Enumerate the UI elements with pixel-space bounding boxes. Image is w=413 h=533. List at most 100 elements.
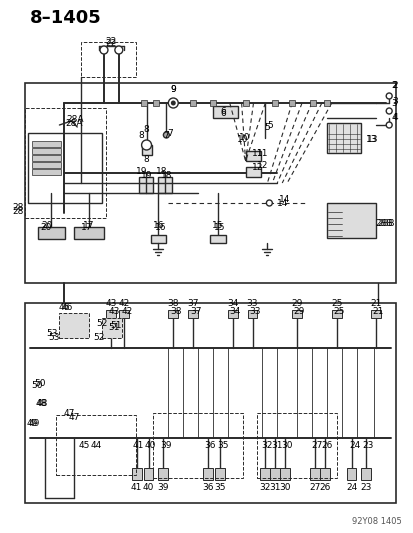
- Text: 52: 52: [93, 334, 104, 343]
- Circle shape: [171, 101, 176, 106]
- Text: 49: 49: [27, 418, 38, 427]
- Text: 49: 49: [29, 418, 40, 427]
- Text: 28: 28: [12, 206, 24, 215]
- Bar: [32, 155, 61, 161]
- Text: 33: 33: [249, 306, 261, 316]
- Text: 19: 19: [135, 166, 147, 175]
- Text: 6: 6: [219, 109, 225, 117]
- Text: 52: 52: [96, 319, 107, 327]
- Text: 51: 51: [108, 324, 119, 333]
- Bar: [153, 100, 159, 106]
- Text: 11: 11: [256, 149, 268, 157]
- Text: 7: 7: [167, 128, 173, 138]
- Bar: [190, 100, 196, 106]
- Circle shape: [141, 140, 151, 150]
- Text: 26: 26: [320, 440, 332, 449]
- Text: 32: 32: [261, 440, 273, 449]
- Text: 29: 29: [291, 300, 302, 309]
- Text: 31: 31: [271, 440, 282, 449]
- Text: 15: 15: [214, 223, 225, 232]
- Text: 9: 9: [170, 85, 176, 94]
- Bar: [209, 235, 225, 243]
- Text: 21: 21: [370, 300, 381, 309]
- Text: 22: 22: [105, 38, 116, 47]
- Bar: [247, 310, 257, 318]
- Circle shape: [385, 93, 391, 99]
- Circle shape: [163, 132, 169, 138]
- Bar: [32, 141, 61, 147]
- Bar: [25, 303, 395, 503]
- Text: 30: 30: [281, 440, 292, 449]
- Text: 15: 15: [211, 222, 223, 230]
- Text: 51: 51: [110, 321, 121, 330]
- Circle shape: [114, 46, 123, 54]
- Bar: [346, 468, 356, 480]
- Text: 11: 11: [251, 149, 263, 157]
- Bar: [326, 203, 375, 238]
- Text: 3: 3: [390, 99, 396, 108]
- Bar: [140, 100, 146, 106]
- Bar: [309, 468, 319, 480]
- Text: 43: 43: [108, 306, 119, 316]
- Bar: [214, 468, 224, 480]
- Text: 40: 40: [145, 440, 156, 449]
- Circle shape: [385, 108, 391, 114]
- Text: 5: 5: [264, 124, 270, 133]
- Bar: [272, 100, 278, 106]
- Text: 50: 50: [31, 381, 42, 390]
- Text: 23: 23: [362, 440, 373, 449]
- Text: 31: 31: [269, 483, 280, 492]
- Bar: [202, 468, 212, 480]
- Text: 30: 30: [279, 483, 290, 492]
- Text: 46: 46: [59, 303, 70, 312]
- Bar: [74, 227, 104, 239]
- Text: 29: 29: [293, 306, 304, 316]
- Text: 14: 14: [278, 196, 289, 205]
- Text: 16: 16: [152, 222, 164, 230]
- Bar: [56, 415, 135, 475]
- Bar: [25, 108, 106, 218]
- Bar: [25, 83, 395, 283]
- Bar: [102, 318, 121, 338]
- Bar: [260, 468, 270, 480]
- Bar: [138, 177, 152, 193]
- Bar: [188, 310, 197, 318]
- Text: 8: 8: [138, 132, 144, 141]
- Bar: [212, 106, 237, 118]
- Text: 17: 17: [83, 222, 95, 230]
- Text: 34: 34: [228, 306, 240, 316]
- Text: 28B: 28B: [375, 219, 392, 228]
- Bar: [270, 468, 280, 480]
- Bar: [288, 100, 294, 106]
- Bar: [153, 413, 242, 478]
- Text: 25: 25: [332, 306, 344, 316]
- Bar: [370, 310, 380, 318]
- Bar: [361, 468, 370, 480]
- Text: 28A: 28A: [66, 116, 84, 125]
- Text: 3: 3: [391, 96, 397, 106]
- Bar: [106, 310, 116, 318]
- Text: 39: 39: [157, 483, 169, 492]
- Text: 37: 37: [187, 300, 198, 309]
- Text: 28B: 28B: [377, 219, 394, 228]
- Text: 27: 27: [309, 483, 320, 492]
- Text: 27: 27: [311, 440, 322, 449]
- Text: 44: 44: [90, 440, 102, 449]
- Text: 48: 48: [37, 399, 48, 408]
- Bar: [158, 177, 172, 193]
- Text: 92Y08 1405: 92Y08 1405: [351, 516, 400, 526]
- Bar: [245, 167, 261, 177]
- Bar: [32, 169, 61, 175]
- Bar: [32, 148, 61, 154]
- Text: 40: 40: [142, 483, 154, 492]
- Bar: [119, 310, 128, 318]
- Bar: [292, 310, 301, 318]
- Text: 26: 26: [318, 483, 330, 492]
- Text: 41: 41: [131, 483, 142, 492]
- Text: 35: 35: [216, 440, 228, 449]
- Bar: [257, 413, 336, 478]
- Text: 23: 23: [360, 483, 371, 492]
- Text: 39: 39: [160, 440, 172, 449]
- Text: 10: 10: [238, 133, 250, 141]
- Text: 48: 48: [36, 399, 47, 408]
